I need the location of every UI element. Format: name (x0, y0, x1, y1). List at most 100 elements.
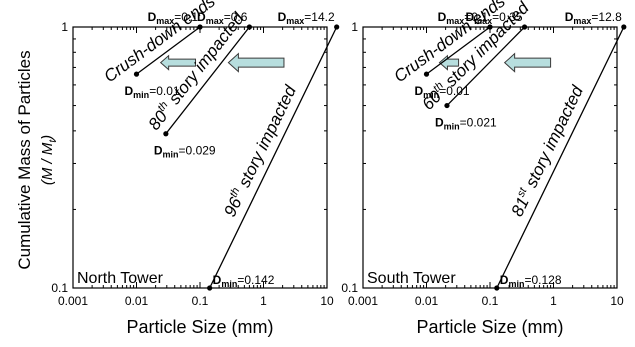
dmin-value: =0.029 (179, 144, 216, 158)
y-tick-label: 0.1 (51, 281, 68, 295)
series-point-max (197, 24, 203, 30)
series-point-max (521, 24, 528, 30)
dmax-d: D (465, 10, 474, 24)
dmax-label: Dmax=0.6 (197, 10, 248, 26)
y-axis-sub-close: ) (39, 135, 56, 142)
dmin-d: D (500, 273, 509, 287)
series-line (209, 26, 338, 289)
panel-title: South Tower (367, 270, 456, 287)
series-point-min (423, 71, 430, 77)
x-tick-label: 0.1 (192, 294, 209, 308)
y-axis-sub-m: M / M (39, 142, 56, 180)
series-point-max (334, 24, 340, 30)
dmin-label: Dmin=0.01 (125, 84, 180, 100)
shift-arrow-small (438, 54, 460, 71)
dmin-d: D (415, 84, 424, 98)
dmax-value: =12.8 (591, 10, 622, 24)
dmin-value: =0.128 (524, 273, 561, 287)
y-tick-label: 1 (61, 20, 68, 34)
dmin-value: =0.142 (237, 273, 274, 287)
shift-arrow-large (503, 52, 552, 73)
dmax-label: Dmax=12.8 (565, 10, 622, 26)
y-tick-label: 1 (351, 20, 358, 34)
y-axis-title-line2: (M / Mt) (39, 135, 59, 185)
x-tick-label: 0.01 (415, 294, 439, 308)
dmax-sub: max (573, 16, 591, 26)
dmax-d: D (148, 10, 157, 24)
series-point-min (444, 102, 450, 109)
x-tick-label: 0.001 (58, 294, 88, 308)
y-axis-title-line1: Cumulative Mass of Particles (15, 50, 34, 269)
dmax-sub: max (474, 16, 492, 26)
dmin-sub: min (423, 90, 439, 100)
dmax-label: Dmax=0.1 (438, 10, 489, 26)
dmin-label: Dmin=0.029 (154, 144, 216, 160)
series-point-max (246, 24, 253, 30)
dmin-label: Dmin=0.01 (415, 84, 470, 100)
dmax-value: =0.1 (174, 10, 198, 24)
series-label-number: 96 (220, 194, 246, 220)
x-tick-label: 1 (260, 294, 267, 308)
dmin-sub: min (133, 90, 149, 100)
shift-arrow-small (159, 54, 197, 71)
series-label-rest: story impacted (520, 82, 588, 194)
south-tower-panel: 0.001 0.01 0.1 1 10 1 0.1 Particle Size (mm) Sou… (341, 0, 627, 337)
dmax-value: =14.2 (304, 10, 335, 24)
x-tick-label: 0.001 (348, 294, 378, 308)
dmax-d: D (278, 10, 287, 24)
dmin-sub: min (444, 122, 460, 132)
dmax-sub: max (156, 16, 174, 26)
dmax-sub: max (286, 16, 304, 26)
dmin-value: =0.021 (460, 116, 497, 130)
y-axis-sub-t: t (48, 139, 59, 143)
series-point-max (487, 24, 493, 30)
dmin-sub: min (508, 279, 524, 289)
dmin-label: Dmin=0.142 (213, 273, 275, 289)
series-label: 96th story impacted (219, 82, 300, 220)
dmin-d: D (435, 116, 444, 130)
dmin-label: Dmin=0.021 (435, 116, 497, 132)
dmin-d: D (213, 273, 222, 287)
dmin-sub: min (163, 150, 179, 160)
dmax-value: =0.35 (492, 10, 523, 24)
dmax-sub: max (206, 16, 224, 26)
dmax-value: =0.1 (464, 10, 488, 24)
dmax-value: =0.6 (224, 10, 248, 24)
series-label-number: 81 (507, 194, 532, 219)
dmin-value: =0.01 (149, 84, 180, 98)
dmin-value: =0.01 (439, 84, 470, 98)
dmax-label: Dmax=0.1 (148, 10, 199, 26)
x-axis-title: Particle Size (mm) (416, 317, 563, 337)
x-tick-label: 1 (550, 294, 557, 308)
dmax-label: Dmax=0.35 (465, 10, 522, 26)
dmax-d: D (565, 10, 574, 24)
dmin-d: D (154, 144, 163, 158)
dmin-label: Dmin=0.128 (500, 273, 562, 289)
shift-arrow-large (227, 52, 285, 73)
dmax-sub: max (446, 16, 464, 26)
series-line (136, 26, 201, 75)
series-point-max (621, 24, 627, 30)
y-tick-label: 0.1 (341, 281, 358, 295)
x-axis-title: Particle Size (mm) (126, 317, 273, 337)
series-point-min (163, 131, 169, 137)
series-line (426, 26, 491, 75)
x-tick-label: 10 (320, 294, 334, 308)
x-tick-label: 0.01 (125, 294, 149, 308)
dmax-d: D (197, 10, 206, 24)
series-point-min (207, 285, 213, 291)
y-axis-title: Cumulative Mass of Particles (M / Mt) (15, 50, 59, 269)
series-point-min (494, 285, 500, 291)
series-label: 81st story impacted (507, 82, 588, 220)
series-line (446, 26, 526, 107)
x-tick-label: 10 (610, 294, 624, 308)
series-line (165, 26, 250, 135)
dmax-d: D (438, 10, 447, 24)
dmin-sub: min (221, 279, 237, 289)
y-axis-sub-open: ( (39, 178, 56, 185)
dmin-d: D (125, 84, 134, 98)
north-tower-panel: 0.001 0.01 0.1 1 10 1 0.1 Particle Size (mm) Nor… (51, 0, 340, 337)
series-line (496, 26, 625, 289)
dmax-label: Dmax=14.2 (278, 10, 335, 26)
